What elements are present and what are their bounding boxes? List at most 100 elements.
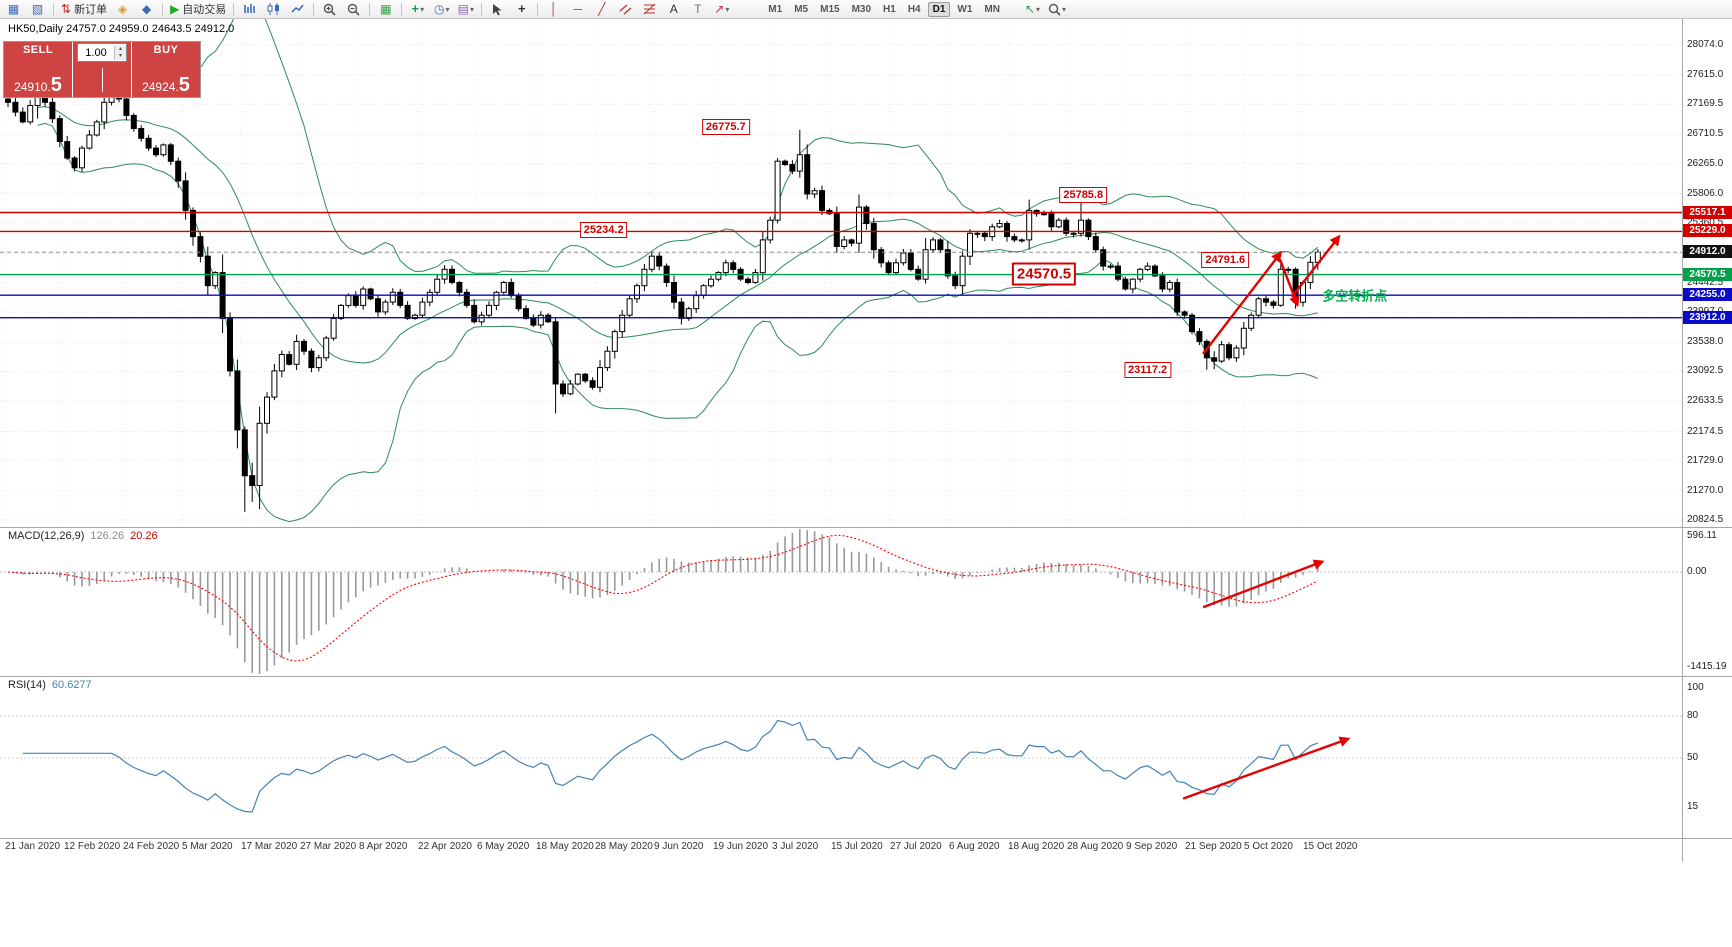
rsi-axis-label: 15 [1687, 801, 1699, 812]
volume-up-button[interactable]: ▴ [115, 45, 126, 53]
dropdown-caret-icon: ▾ [445, 4, 450, 14]
profiles-button[interactable]: ▧ [26, 0, 49, 18]
main-toolbar: ▦ ▧ ⇅ 新订单 ◈ ◆ ▶ 自动交易 ▦ + ▾ ◷ ▾ ▤ ▾ + │ ─ ╱ A T ↗ ▾ M1 M5 M15 M30 H… [0, 0, 1732, 19]
zoom-out-button[interactable] [342, 0, 365, 18]
price-axis-label: 22633.5 [1687, 395, 1724, 407]
zoom-in-button[interactable] [318, 0, 341, 18]
price-axis-label: 21729.0 [1687, 454, 1724, 466]
chart-bars-icon [243, 3, 257, 15]
toolbar-tools-group: ▦ ▧ ⇅ 新订单 ◈ ◆ ▶ 自动交易 ▦ + ▾ ◷ ▾ ▤ ▾ + │ ─ ╱ A T ↗ ▾ [2, 0, 733, 18]
price-annotation[interactable]: 23117.2 [1124, 361, 1172, 378]
volume-input[interactable] [78, 46, 114, 59]
tile-windows-button[interactable]: ▦ [374, 0, 397, 18]
price-annotation[interactable]: 24791.6 [1201, 251, 1250, 268]
timeframe-mn-button[interactable]: MN [984, 3, 1000, 15]
sell-button[interactable]: SELL 24910.5 [4, 42, 72, 97]
chart-line-button[interactable] [286, 0, 309, 18]
price-axis-label: 20824.5 [1687, 514, 1724, 525]
templates-button[interactable]: ▤ ▾ [454, 0, 477, 18]
timeframe-w1-button[interactable]: W1 [957, 3, 973, 15]
price-axis-label: 26710.5 [1687, 128, 1724, 140]
timeframe-m15-button[interactable]: M15 [820, 3, 840, 15]
horizontal-line-button[interactable]: ─ [566, 0, 589, 18]
macd-axis-label: 596.11 [1687, 530, 1717, 541]
toolbar-separator [369, 2, 371, 16]
note-text[interactable]: 多空转折点 [1322, 288, 1388, 304]
time-axis-label: 18 May 2020 [536, 841, 594, 852]
time-axis-label: 9 Sep 2020 [1126, 841, 1178, 852]
time-axis-label: 6 Aug 2020 [949, 841, 1000, 852]
macd-axis-label: -1415.19 [1687, 661, 1727, 672]
autotrading-button[interactable]: ▶ 自动交易 [167, 0, 229, 18]
price-annotation[interactable]: 25785.8 [1059, 186, 1108, 203]
text-button[interactable]: A [662, 0, 685, 18]
autotrading-icon: ▶ [170, 2, 180, 16]
macd-label: MACD(12,26,9) 126.26 20.26 [8, 530, 164, 542]
new-order-icon: ⇅ [61, 2, 72, 16]
toolbar-separator [233, 2, 235, 16]
price-axis-badge: 25517.1 [1683, 205, 1732, 219]
periods-button[interactable]: ◷ ▾ [430, 0, 453, 18]
time-axis-divider [0, 838, 1732, 839]
price-axis-badge: 24912.0 [1683, 245, 1732, 259]
indicators-button[interactable]: + ▾ [406, 0, 429, 18]
market-watch-icon: ◆ [141, 2, 152, 16]
toolbar-separator [162, 2, 164, 16]
crosshair-icon: + [518, 1, 526, 16]
chart-candles-button[interactable] [262, 0, 285, 18]
equidistant-channel-button[interactable] [614, 0, 637, 18]
indicators-icon: + [411, 1, 420, 16]
price-axis-badge: 23912.0 [1683, 310, 1732, 324]
timeframe-m5-button[interactable]: M5 [794, 3, 809, 15]
autotrading-label: 自动交易 [182, 4, 227, 16]
rsi-axis-label: 50 [1687, 752, 1699, 763]
timeframe-m1-button[interactable]: M1 [768, 3, 783, 15]
timeframe-m30-button[interactable]: M30 [851, 3, 872, 15]
fibonacci-button[interactable] [638, 0, 661, 18]
time-axis-label: 21 Sep 2020 [1185, 841, 1242, 852]
trend-line-button[interactable]: ╱ [590, 0, 613, 18]
buy-price: 24924.5 [142, 74, 190, 96]
time-axis-label: 27 Mar 2020 [300, 841, 357, 852]
buy-button-label: BUY [153, 44, 179, 56]
chart-plot-area[interactable] [0, 19, 1682, 838]
toolbar-separator [401, 2, 403, 16]
equidistant-channel-icon [619, 3, 632, 15]
text-label-icon: T [694, 2, 702, 16]
arrows-button[interactable]: ↗ ▾ [710, 0, 733, 18]
volume-down-button[interactable]: ▾ [115, 52, 126, 60]
buy-button[interactable]: BUY 24924.5 [132, 42, 200, 97]
one-click-trading-panel: SELL 24910.5 ▴ ▾ BUY 24924.5 [3, 41, 201, 98]
macd-name: MACD(12,26,9) [8, 530, 85, 542]
crosshair-button[interactable]: + [510, 0, 533, 18]
price-axis-border [1682, 19, 1683, 862]
new-chart-button[interactable]: ▦ [2, 0, 25, 18]
time-axis-label: 6 May 2020 [477, 841, 530, 852]
cursor-icon [492, 3, 503, 16]
sell-button-label: SELL [22, 44, 54, 56]
periods-icon: ◷ [434, 2, 445, 16]
price-annotation[interactable]: 25234.2 [579, 222, 628, 239]
time-axis-label: 5 Mar 2020 [182, 841, 233, 852]
tile-windows-icon: ▦ [380, 2, 392, 16]
price-annotation[interactable]: 24570.5 [1011, 262, 1077, 286]
timeframe-h4-button[interactable]: H4 [907, 3, 921, 15]
price-axis-label: 26265.0 [1687, 157, 1724, 169]
object-pointer-icon: ↖ [1024, 2, 1035, 16]
metaeditor-button[interactable]: ◈ [111, 0, 134, 18]
object-pointer-button[interactable]: ↖ ▾ [1021, 0, 1044, 18]
price-annotation[interactable]: 26775.7 [701, 119, 750, 136]
chart-bars-button[interactable] [238, 0, 261, 18]
timeframe-d1-button[interactable]: D1 [927, 1, 951, 17]
vertical-line-button[interactable]: │ [542, 0, 565, 18]
timeframe-h1-button[interactable]: H1 [883, 3, 896, 15]
new-order-button[interactable]: ⇅ 新订单 [58, 0, 110, 18]
macd-signal-value: 20.26 [130, 530, 158, 542]
cursor-button[interactable] [486, 0, 509, 18]
chart-candles-icon [267, 3, 281, 15]
find-symbol-button[interactable]: ▾ [1045, 0, 1069, 18]
time-axis-label: 17 Mar 2020 [241, 841, 298, 852]
market-watch-button[interactable]: ◆ [135, 0, 158, 18]
text-label-button[interactable]: T [686, 0, 709, 18]
text-icon: A [669, 2, 678, 16]
